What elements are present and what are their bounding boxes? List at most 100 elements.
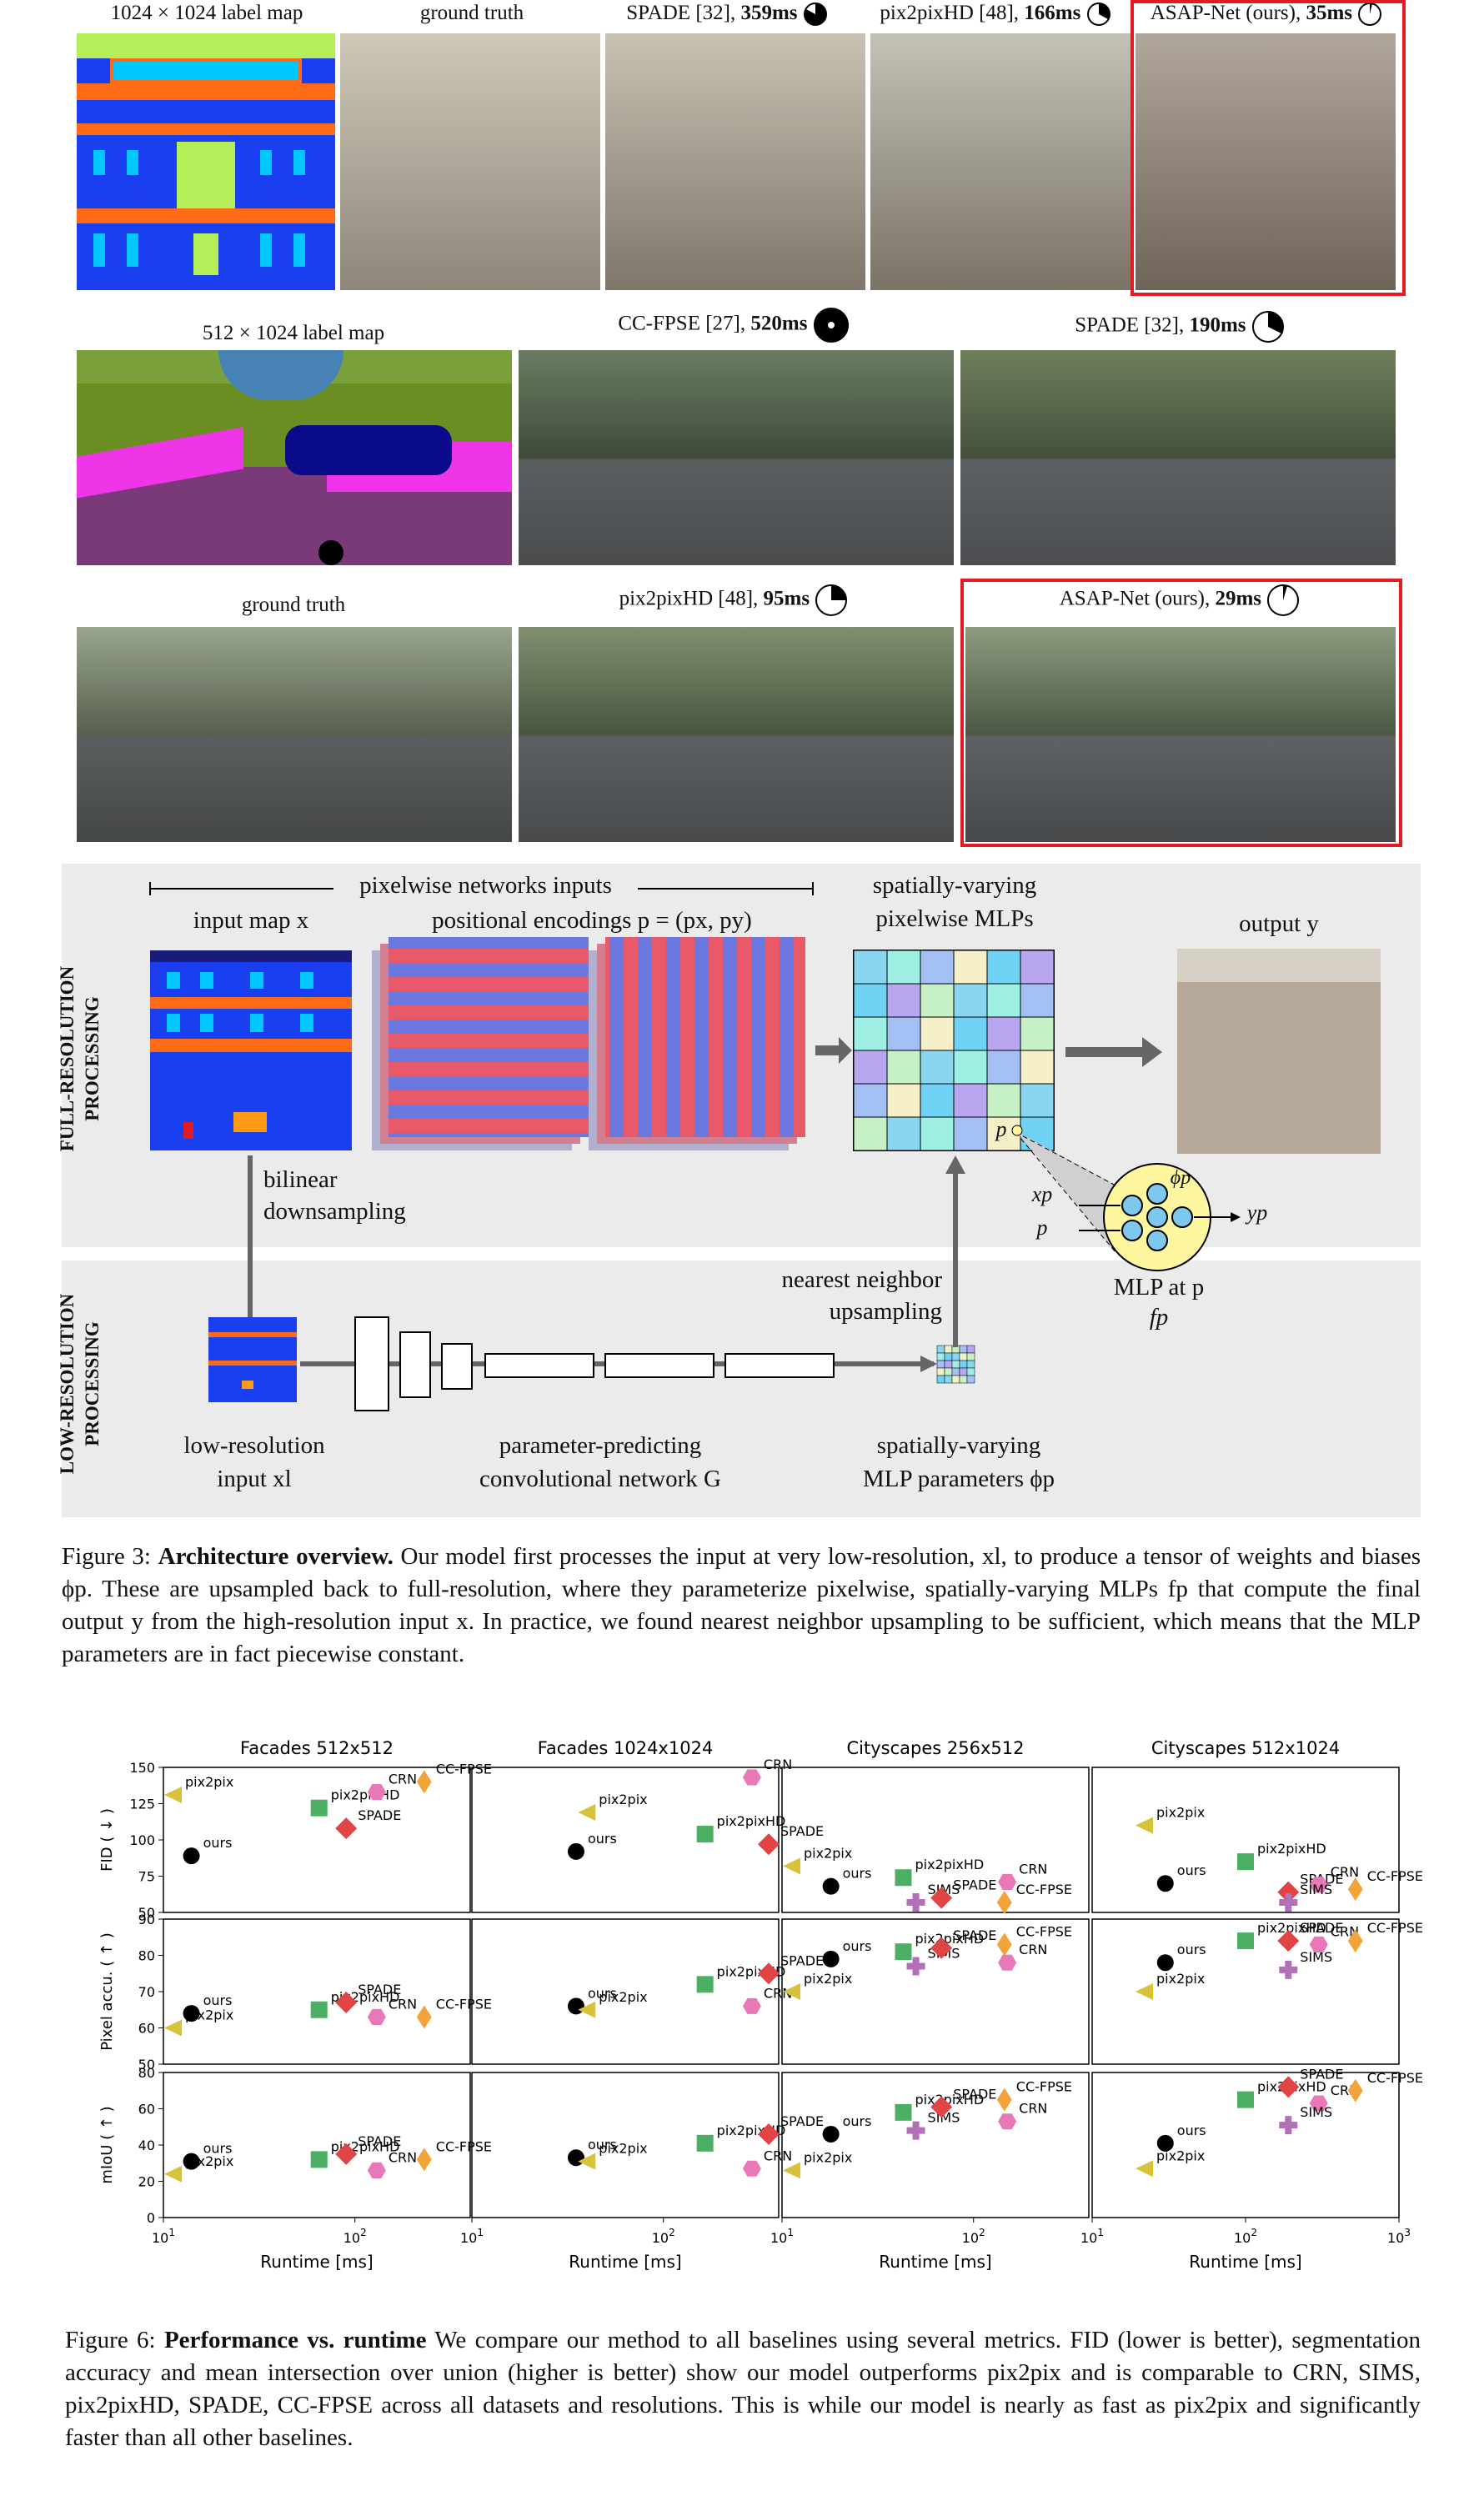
marker-ours xyxy=(822,2125,840,2143)
point-label: pix2pix xyxy=(804,2149,852,2165)
mlp-cell xyxy=(986,1050,1021,1085)
marker-pix2pix xyxy=(783,1983,800,2000)
marker-pix2pix xyxy=(578,2153,596,2170)
mlp-cell xyxy=(886,1116,921,1151)
mlp-cell xyxy=(953,1050,988,1085)
highlight-box xyxy=(1131,0,1406,296)
mlp-cell xyxy=(986,1016,1021,1051)
architecture-diagram xyxy=(149,882,1381,1411)
point-label: SIMS xyxy=(1300,1882,1332,1897)
clock-icon xyxy=(1086,2,1111,27)
point-label: ours xyxy=(843,1866,872,1882)
param-cell xyxy=(936,1360,945,1369)
marker-crn xyxy=(742,1769,761,1786)
chart-title: Cityscapes 256x512 xyxy=(847,1738,1025,1758)
clock-icon xyxy=(815,584,848,617)
point-label: pix2pix xyxy=(185,2153,233,2169)
param-cell xyxy=(936,1345,945,1354)
point-label: pix2pix xyxy=(804,1971,852,1987)
point-label: pix2pixHD xyxy=(717,1813,786,1829)
performance-charts: 50 75 100 125 150 FID ( ↓ ) Facades 512x512 pix… xyxy=(98,1738,1423,2272)
point-label: CC-FPSE xyxy=(1367,2070,1423,2086)
y-tick-label: 125 xyxy=(129,1797,155,1812)
facade-ground-truth xyxy=(340,33,600,290)
mlp-cell xyxy=(1020,1050,1055,1085)
output-label: output y xyxy=(1239,910,1319,937)
y-axis-label: mIoU ( ↑ ) xyxy=(98,2106,116,2183)
marker-cc-fpse xyxy=(1347,2078,1363,2103)
point-label: CRN xyxy=(1019,1861,1047,1877)
point-label: CC-FPSE xyxy=(436,1761,492,1777)
param-cell xyxy=(951,1360,960,1369)
mlp-cell xyxy=(920,1116,955,1151)
marker-crn xyxy=(1309,1877,1328,1893)
y-tick-label: 80 xyxy=(138,1948,155,1964)
xp-label: xp xyxy=(1031,1182,1053,1206)
plot-frame xyxy=(1091,1918,1400,2065)
marker-pix2pix xyxy=(164,2019,182,2037)
y-tick-label: 60 xyxy=(138,2021,155,2037)
point-label: pix2pix xyxy=(185,1774,233,1790)
mlp-cell xyxy=(853,983,888,1018)
param-cell xyxy=(959,1360,968,1369)
marker-ours xyxy=(183,2005,200,2022)
mlp-cell xyxy=(920,950,955,985)
marker-spade xyxy=(1277,2076,1300,2098)
mlp-cell xyxy=(886,1083,921,1118)
point-label: CC-FPSE xyxy=(436,2138,492,2154)
y-tick-label: 100 xyxy=(129,1832,155,1848)
marker-crn xyxy=(998,1873,1017,1890)
marker-pix2pixhd xyxy=(310,1799,328,1817)
marker-pix2pix xyxy=(783,2162,800,2179)
marker-sims xyxy=(1279,2116,1298,2135)
figure3-caption: Figure 3: Architecture overview. Our mod… xyxy=(62,1543,1421,1667)
param-cell xyxy=(936,1352,945,1361)
point-label: ours xyxy=(588,1831,617,1847)
point-label: SPADE xyxy=(780,2113,824,2129)
marker-crn xyxy=(998,2113,1017,2130)
marker-crn xyxy=(998,1954,1017,1971)
marker-cc-fpse xyxy=(416,2148,432,2172)
plot-frame xyxy=(1091,1767,1400,1913)
marker-pix2pix xyxy=(1136,2160,1154,2178)
mlp-cell xyxy=(886,983,921,1018)
point-label: pix2pix xyxy=(804,1845,852,1861)
point-label: ours xyxy=(588,1985,617,2001)
positional-label: positional encodings p = (px, py) xyxy=(432,907,752,934)
param-cell xyxy=(966,1360,975,1369)
city-ccfpse xyxy=(519,350,954,565)
marker-sims xyxy=(906,1957,925,1976)
marker-pix2pix xyxy=(1136,1983,1154,2000)
point-label: CRN xyxy=(764,1757,792,1772)
params-label: spatially-varying MLP parameters ϕp xyxy=(862,1432,1055,1492)
r2-label-labelmap: 512 × 1024 label map xyxy=(202,322,385,344)
marker-cc-fpse xyxy=(996,1891,1012,1914)
point-label: CRN xyxy=(764,2148,792,2163)
param-cell xyxy=(966,1345,975,1354)
point-label: pix2pix xyxy=(599,1989,647,2005)
r3-label-pix2pixhd: pix2pixHD [48], 95ms xyxy=(517,584,950,617)
r3-label-asap: ASAP-Net (ours), 29ms xyxy=(959,584,1401,617)
marker-spade xyxy=(1277,1881,1300,1903)
marker-cc-fpse xyxy=(1347,1877,1363,1902)
point-label: ours xyxy=(1177,1942,1206,1957)
facade-label-map xyxy=(77,33,335,290)
point-label: ours xyxy=(843,1938,872,1954)
facade-spade xyxy=(605,33,865,290)
p-input-label: p xyxy=(1036,1215,1048,1240)
point-label: pix2pix xyxy=(185,2007,233,2023)
mlp-cell xyxy=(853,1016,888,1051)
mlps-label-bottom: pixelwise MLPs xyxy=(875,905,1034,932)
marker-ours xyxy=(1156,2134,1174,2152)
mlp-cell xyxy=(920,1016,955,1051)
marker-pix2pix xyxy=(783,1857,800,1875)
marker-pix2pixhd xyxy=(696,1976,714,1993)
param-cell xyxy=(944,1345,953,1354)
mlp-cell xyxy=(853,950,888,985)
marker-spade xyxy=(930,1937,953,1959)
city-asap xyxy=(965,627,1396,842)
point-label: pix2pix xyxy=(599,1792,647,1807)
point-label: CRN xyxy=(389,2149,417,2165)
marker-pix2pix xyxy=(578,2001,596,2018)
point-label: pix2pix xyxy=(1156,1805,1205,1821)
